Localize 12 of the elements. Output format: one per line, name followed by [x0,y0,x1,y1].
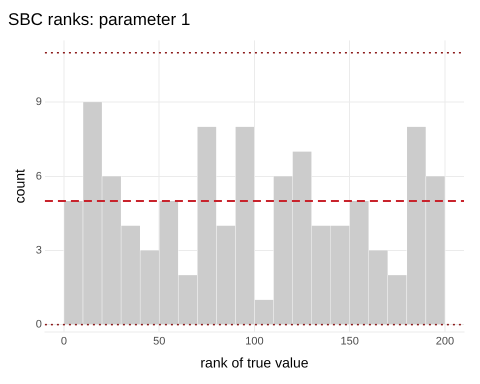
x-tick-label: 0 [60,336,68,348]
y-tick-label: 6 [36,170,42,182]
chart-title: SBC ranks: parameter 1 [8,10,190,29]
x-tick-label: 100 [245,336,264,348]
x-tick-label: 200 [436,336,454,348]
x-axis-title: rank of true value [200,354,309,370]
y-axis-title: count [11,168,28,204]
y-tick-label: 9 [36,96,42,108]
x-tick-label: 50 [153,336,166,348]
x-tick-label: 150 [340,336,359,348]
y-tick-label: 0 [36,318,42,331]
y-tick-label: 3 [36,244,42,256]
